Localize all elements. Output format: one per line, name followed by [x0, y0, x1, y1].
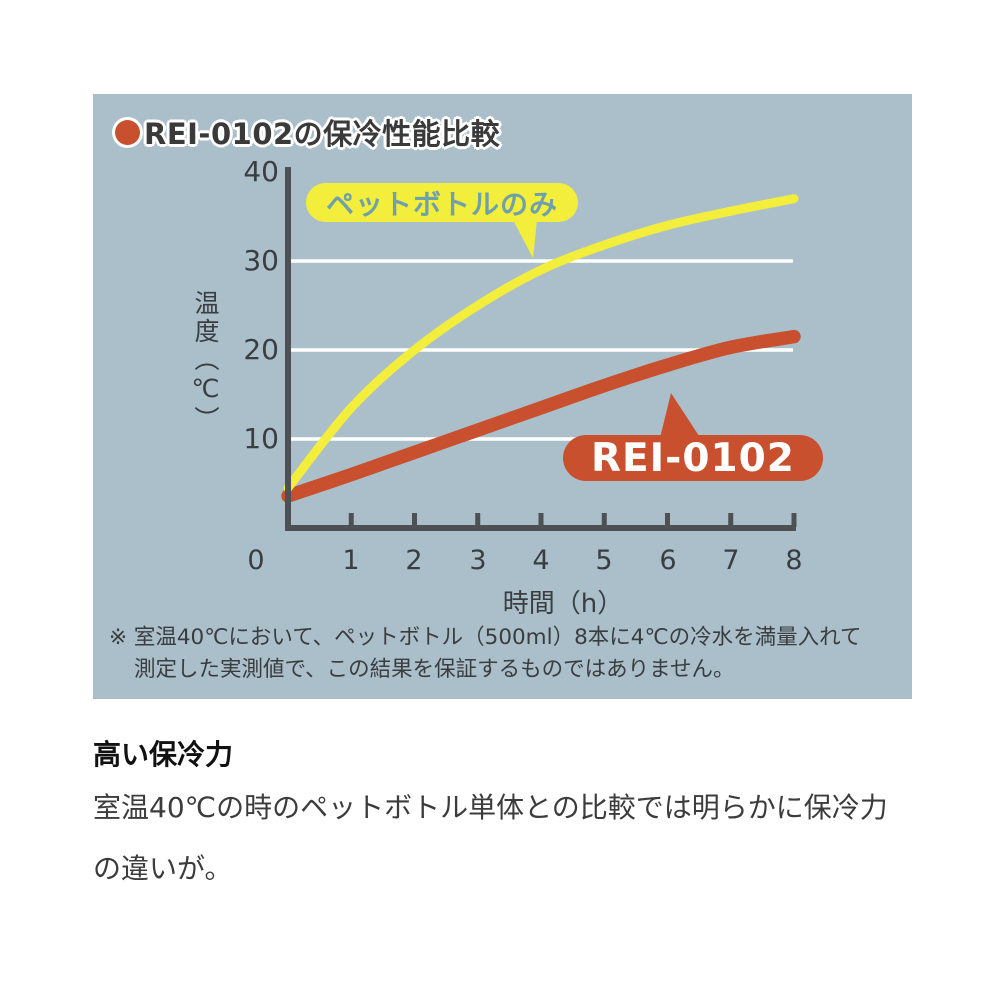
section-heading: 高い保冷力: [93, 738, 234, 771]
rei-0102-series-label-text: REI-0102: [591, 435, 795, 481]
x-tick-label-2: 2: [405, 545, 423, 576]
pet-bottle-series-label: ペットボトルのみ: [306, 183, 579, 222]
x-tick-label-3: 3: [469, 545, 487, 576]
x-tick-label-8: 8: [785, 545, 803, 576]
x-tick-label-6: 6: [659, 545, 677, 576]
chart-plot: [281, 167, 801, 531]
x-tick-label-0: 0: [247, 545, 265, 576]
x-tick-label-1: 1: [342, 545, 360, 576]
chart-footnote: ※ 室温40℃において、ペットボトル（500ml）8本に4℃の冷水を満量入れて …: [109, 622, 901, 686]
y-tick-label-40: 40: [243, 155, 279, 188]
body-text: 室温40℃の時のペットボトル単体との比較では明らかに保冷力 の違いが。: [93, 793, 953, 915]
y-tick-label-20: 20: [243, 333, 279, 366]
rei-0102-label-pointer: [659, 393, 703, 442]
pet-bottle-label-pointer: [513, 220, 537, 258]
rei-0102-series-label: REI-0102: [563, 435, 823, 481]
body-text-line-1: 室温40℃の時のペットボトル単体との比較では明らかに保冷力: [93, 791, 888, 824]
chart-title: REI-0102の保冷性能比較: [115, 111, 500, 153]
x-axis-ticks: [348, 513, 797, 527]
x-tick-label-7: 7: [722, 545, 740, 576]
chart-title-text: REI-0102の保冷性能比較: [144, 117, 501, 151]
footnote-line-1: ※ 室温40℃において、ペットボトル（500ml）8本に4℃の冷水を満量入れて: [109, 625, 862, 650]
x-tick-label-5: 5: [595, 545, 613, 576]
y-axis-title: 温度（℃）: [191, 290, 220, 434]
y-tick-label-10: 10: [243, 422, 279, 455]
pet-bottle-series-label-text: ペットボトルのみ: [326, 187, 559, 221]
x-tick-label-4: 4: [532, 545, 550, 576]
series-curves: [281, 194, 801, 503]
body-text-line-2: の違いが。: [93, 852, 233, 885]
y-tick-label-30: 30: [243, 244, 279, 277]
x-axis-title: 時間（h）: [502, 589, 624, 619]
footnote-line-2: 測定した実測値で、この結果を保証するものではありません。: [134, 657, 735, 682]
red-bullet-icon: [115, 119, 140, 145]
chart-panel: REI-0102の保冷性能比較 40 30 20 10 0 1 2 3 4 5 …: [93, 94, 912, 699]
